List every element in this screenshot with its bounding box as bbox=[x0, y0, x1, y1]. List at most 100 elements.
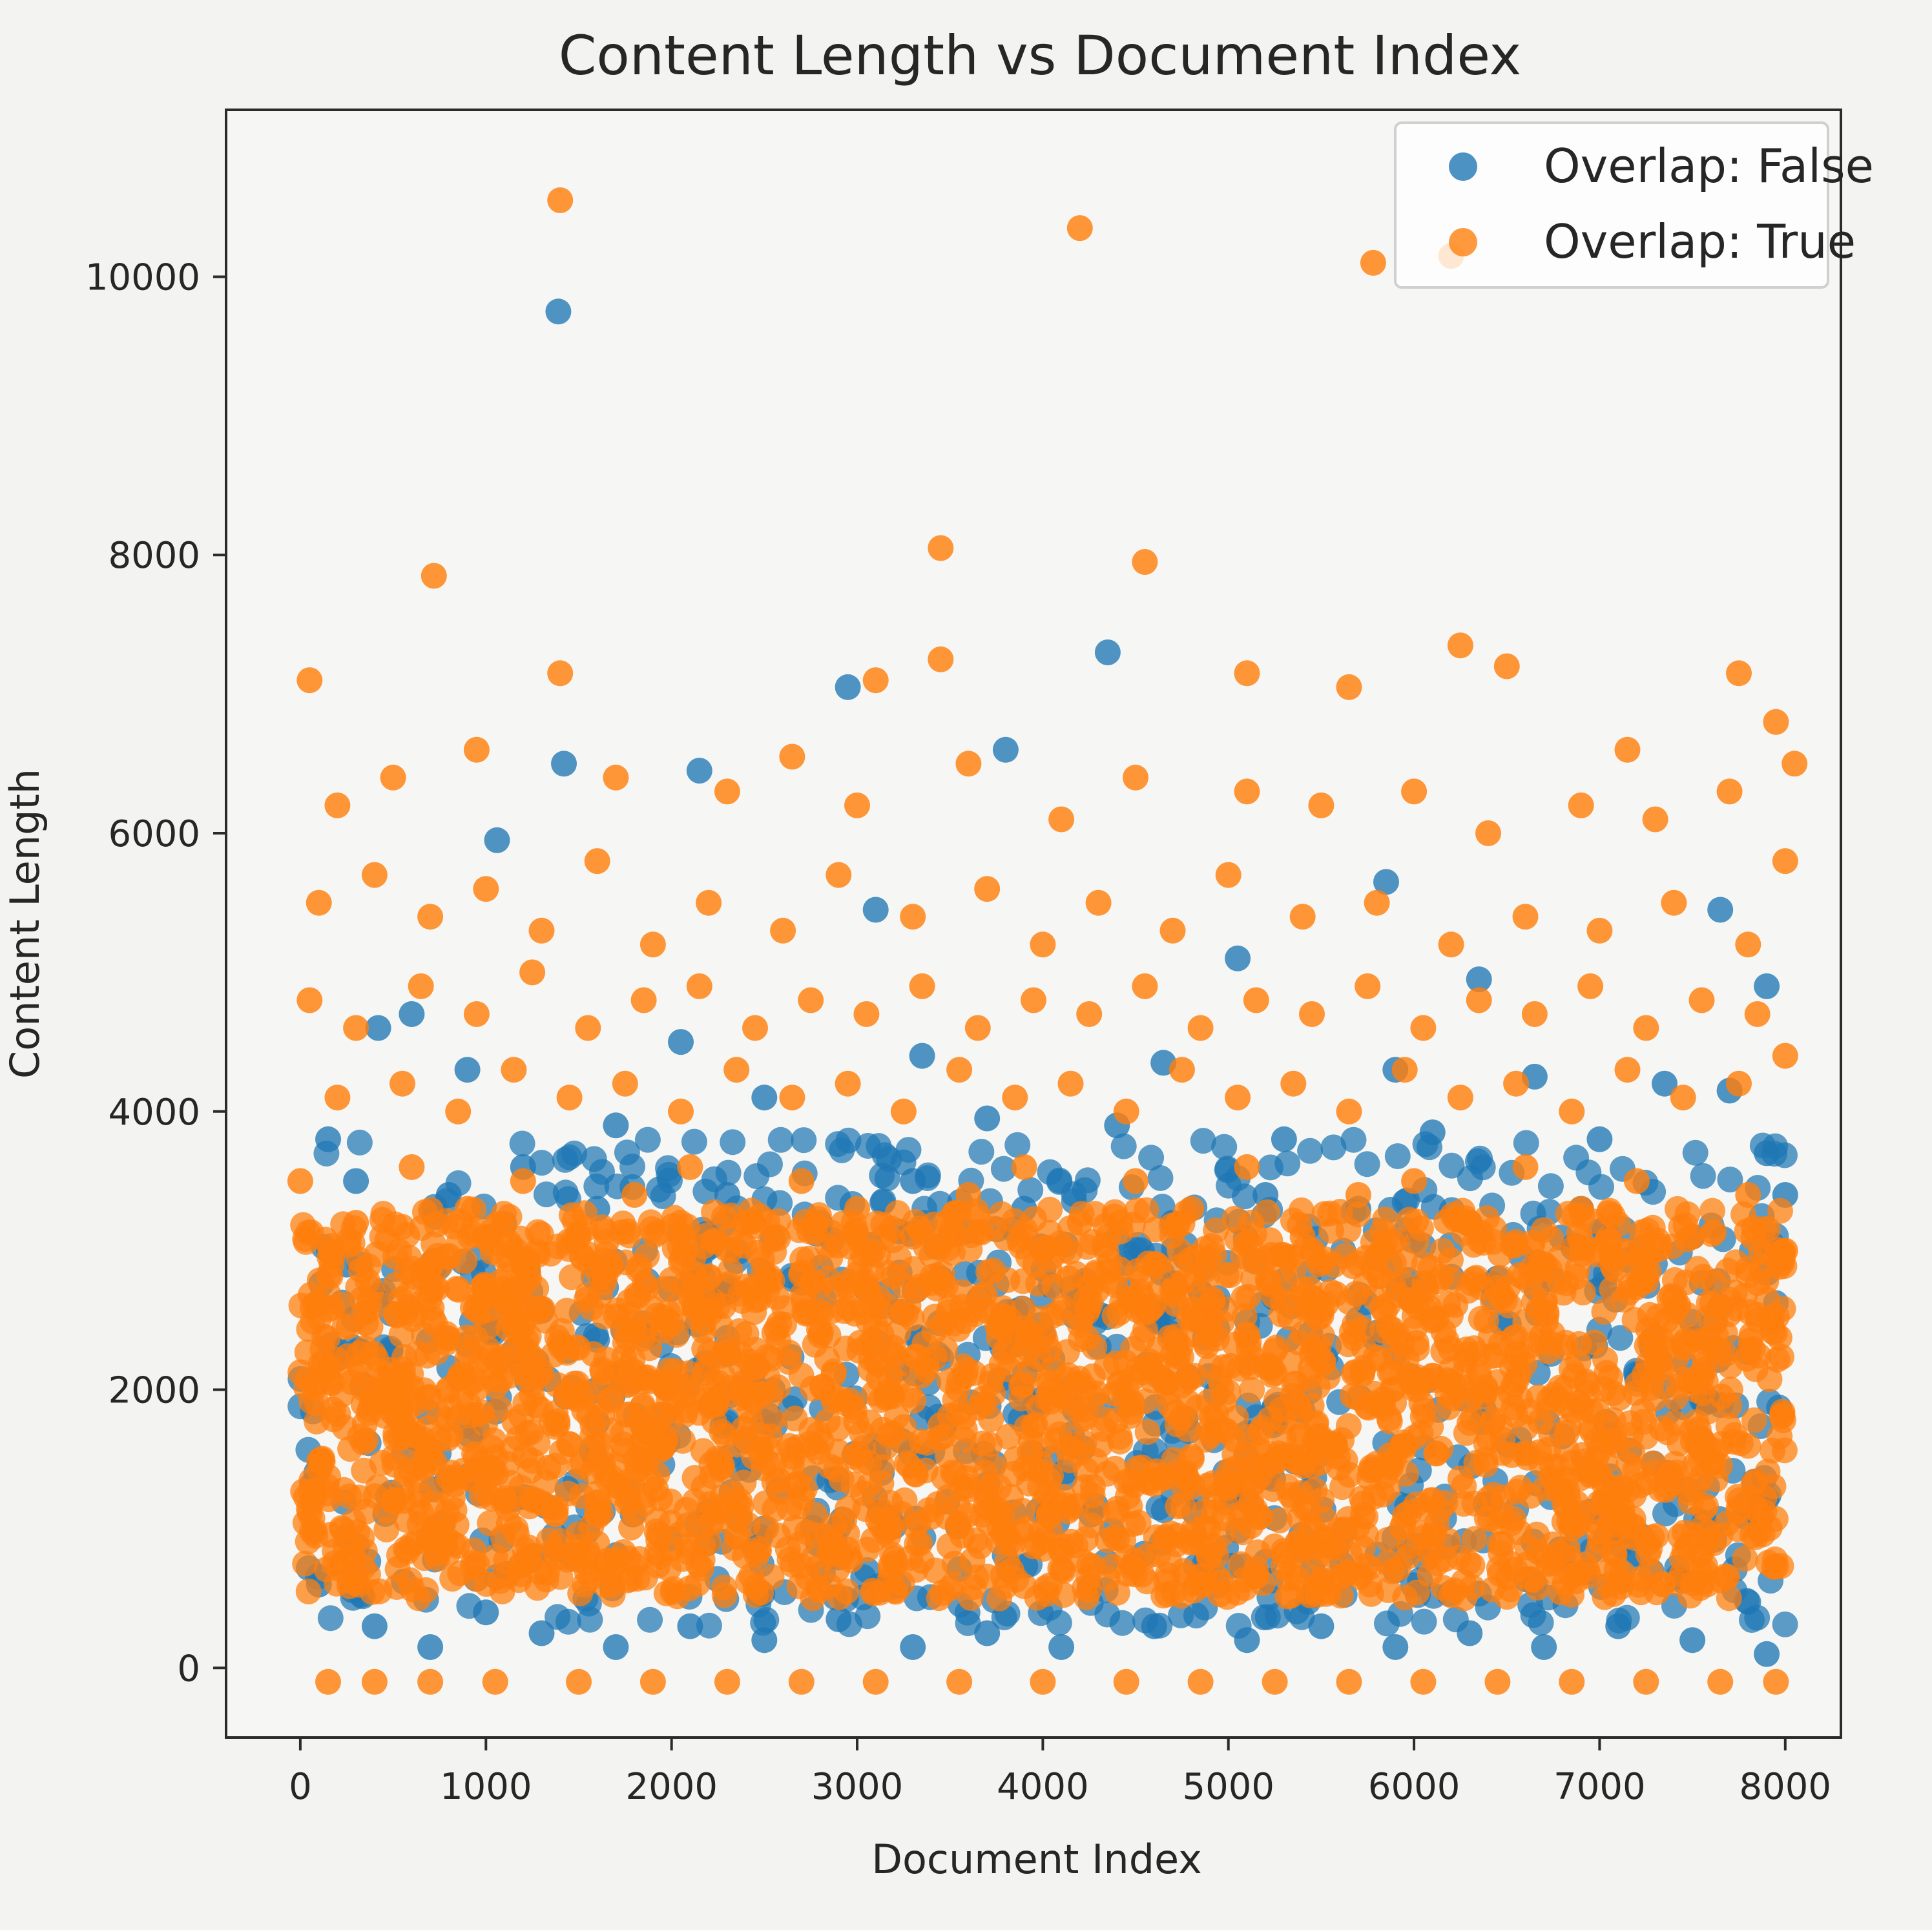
scatter-point-s1-dense-2179 bbox=[1261, 1533, 1287, 1560]
y-tick-label-5: 10000 bbox=[85, 257, 200, 299]
scatter-point-s1-dense-1863 bbox=[796, 1431, 823, 1457]
scatter-point-s1-dense-2259 bbox=[336, 1483, 362, 1510]
scatter-point-s1-dense-2411 bbox=[1509, 1342, 1535, 1369]
scatter-point-s0-60 bbox=[1234, 1627, 1260, 1654]
scatter-point-s1-dense-2655 bbox=[879, 1342, 905, 1368]
scatter-point-s1-dense-1974 bbox=[1327, 1199, 1353, 1225]
scatter-point-s0-dense-695 bbox=[509, 1130, 535, 1157]
scatter-point-s1-dense-2586 bbox=[339, 1544, 366, 1571]
axes-layer: 0 1000 2000 3000 4000 5000 6000 7000 8000 0 2000 40… bbox=[85, 257, 1831, 1809]
scatter-point-s1-dense-2663 bbox=[480, 1455, 506, 1482]
scatter-point-s0-20 bbox=[1652, 1070, 1678, 1097]
y-tick-label-4: 8000 bbox=[108, 535, 200, 577]
scatter-point-s1-101 bbox=[1057, 1070, 1084, 1097]
scatter-point-s1-dense-2425 bbox=[1615, 1452, 1641, 1479]
scatter-point-s1-94 bbox=[668, 1098, 694, 1125]
scatter-point-s1-dense-2760 bbox=[1180, 1516, 1207, 1542]
scatter-point-s1-dense-2267 bbox=[1638, 1375, 1665, 1401]
scatter-point-s1-dense-2691 bbox=[1115, 1561, 1141, 1587]
scatter-point-s1-dense-2367 bbox=[585, 1503, 612, 1529]
scatter-point-s1-148 bbox=[714, 1668, 740, 1695]
scatter-point-s1-117 bbox=[454, 1196, 481, 1222]
scatter-point-s1-145 bbox=[482, 1668, 508, 1695]
scatter-point-s1-dense-1050 bbox=[1477, 1506, 1503, 1532]
scatter-point-s1-dense-1999 bbox=[1692, 1553, 1718, 1579]
scatter-point-s1-dense-2733 bbox=[1553, 1420, 1580, 1446]
scatter-point-s1-dense-2695 bbox=[645, 1552, 671, 1579]
scatter-point-s1-dense-2792 bbox=[701, 1199, 727, 1225]
scatter-point-s1-dense-2613 bbox=[358, 1389, 385, 1415]
scatter-point-s1-dense-1958 bbox=[1565, 1349, 1592, 1375]
scatter-point-s1-dense-2743 bbox=[1488, 1331, 1514, 1357]
scatter-point-s1-dense-2685 bbox=[1274, 1473, 1300, 1500]
scatter-point-s1-dense-2796 bbox=[436, 1243, 462, 1269]
scatter-point-s0-dense-204 bbox=[1354, 1151, 1380, 1178]
scatter-point-s1-111 bbox=[1614, 1057, 1641, 1083]
scatter-point-s1-dense-2108 bbox=[1510, 1264, 1537, 1291]
scatter-point-s1-dense-1027 bbox=[555, 1480, 581, 1507]
scatter-point-s1-dense-2785 bbox=[1677, 1582, 1703, 1609]
scatter-point-s1-dense-1666 bbox=[946, 1367, 972, 1394]
scatter-point-s1-dense-2650 bbox=[891, 1487, 918, 1513]
scatter-point-s1-112 bbox=[1670, 1084, 1696, 1111]
scatter-point-s1-38 bbox=[361, 862, 388, 888]
scatter-point-s1-30 bbox=[1308, 792, 1335, 818]
scatter-point-s1-dense-2705 bbox=[1052, 1365, 1078, 1392]
scatter-point-s1-dense-2782 bbox=[1496, 1292, 1522, 1319]
scatter-point-s1-128 bbox=[1066, 1210, 1093, 1236]
scatter-point-s1-dense-2754 bbox=[904, 1530, 930, 1557]
scatter-point-s1-dense-2646 bbox=[782, 1406, 808, 1432]
scatter-point-s1-dense-769 bbox=[1134, 1419, 1161, 1445]
scatter-point-s1-54 bbox=[1364, 889, 1390, 916]
scatter-point-s1-dense-2723 bbox=[1289, 1444, 1316, 1470]
scatter-point-s1-dense-2605 bbox=[1214, 1418, 1240, 1444]
scatter-point-s1-dense-1560 bbox=[1735, 1433, 1761, 1459]
scatter-point-s1-dense-2296 bbox=[306, 1457, 333, 1484]
scatter-point-s1-10 bbox=[928, 646, 954, 672]
scatter-point-s1-103 bbox=[1169, 1057, 1195, 1083]
scatter-point-s1-dense-2434 bbox=[1353, 1553, 1379, 1579]
scatter-point-s1-dense-2537 bbox=[1389, 1330, 1415, 1356]
scatter-point-s1-dense-2622 bbox=[1591, 1298, 1617, 1325]
scatter-point-s1-dense-2765 bbox=[485, 1348, 512, 1375]
scatter-point-s1-133 bbox=[1345, 1182, 1371, 1208]
scatter-point-s0-57 bbox=[974, 1620, 1001, 1646]
scatter-point-s0-3 bbox=[835, 674, 861, 700]
scatter-point-s1-16 bbox=[1614, 736, 1641, 763]
scatter-point-s1-dense-2684 bbox=[1012, 1455, 1038, 1482]
scatter-point-s1-dense-2066 bbox=[373, 1516, 400, 1542]
scatter-point-s1-35 bbox=[1716, 778, 1743, 805]
scatter-point-s1-dense-2612 bbox=[692, 1223, 719, 1249]
scatter-point-s1-dense-2401 bbox=[1418, 1541, 1444, 1568]
scatter-point-s1-dense-1864 bbox=[421, 1273, 447, 1300]
scatter-point-s0-63 bbox=[1457, 1620, 1483, 1646]
scatter-point-s1-dense-1170 bbox=[1404, 1229, 1430, 1255]
scatter-point-s1-dense-2698 bbox=[940, 1311, 966, 1337]
scatter-point-s1-dense-2626 bbox=[988, 1309, 1015, 1335]
scatter-point-s1-110 bbox=[1559, 1098, 1585, 1125]
legend: Overlap: False Overlap: True bbox=[1394, 121, 1874, 289]
scatter-point-s1-dense-2769 bbox=[758, 1345, 784, 1372]
scatter-point-s1-152 bbox=[1030, 1668, 1056, 1695]
scatter-point-s0-dense-692 bbox=[1046, 1610, 1072, 1636]
scatter-point-s1-dense-2525 bbox=[578, 1294, 605, 1321]
scatter-point-s1-dense-1941 bbox=[457, 1370, 484, 1396]
scatter-point-s0-dense-740 bbox=[895, 1137, 922, 1163]
scatter-point-s1-122 bbox=[732, 1210, 759, 1236]
scatter-point-s1-dense-2321 bbox=[985, 1528, 1012, 1555]
scatter-point-s0-dense-353 bbox=[767, 1126, 794, 1153]
scatter-point-s1-dense-2727 bbox=[293, 1229, 319, 1255]
scatter-point-s1-dense-2377 bbox=[1036, 1336, 1063, 1363]
scatter-point-s1-dense-2667 bbox=[1459, 1552, 1486, 1579]
scatter-point-s1-dense-2386 bbox=[1475, 1425, 1502, 1451]
scatter-point-s1-dense-2455 bbox=[369, 1207, 395, 1233]
scatter-point-s1-dense-2753 bbox=[1585, 1537, 1612, 1563]
y-tick-label-0: 0 bbox=[177, 1648, 200, 1690]
scatter-point-s0-dense-817 bbox=[1147, 1165, 1174, 1191]
scatter-point-s1-dense-2422 bbox=[345, 1274, 371, 1301]
scatter-point-s1-dense-2318 bbox=[691, 1310, 717, 1336]
scatter-point-s1-dense-2730 bbox=[1050, 1582, 1077, 1608]
scatter-point-s1-dense-2165 bbox=[339, 1230, 366, 1256]
scatter-point-s1-93 bbox=[612, 1070, 638, 1097]
